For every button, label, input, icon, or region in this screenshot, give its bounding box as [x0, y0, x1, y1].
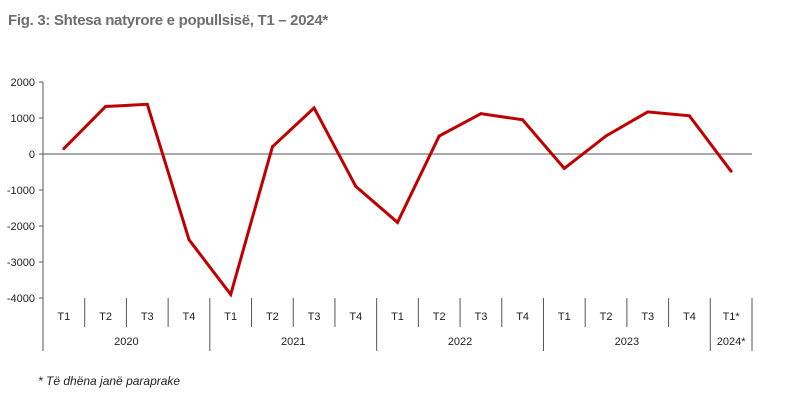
- y-tick-label: -4000: [7, 293, 35, 305]
- series-line: [62, 102, 733, 298]
- data-point: [229, 292, 233, 296]
- x-tick-label: T2: [600, 311, 613, 323]
- x-tick-label: T1: [57, 311, 70, 323]
- x-tick-label: T2: [433, 311, 446, 323]
- data-point: [687, 114, 691, 118]
- data-point: [62, 147, 66, 151]
- x-tick-label: T3: [308, 311, 321, 323]
- y-tick-label: -2000: [7, 221, 35, 233]
- y-tick-label: 1000: [11, 113, 35, 125]
- x-tick-label: T3: [641, 311, 654, 323]
- year-label: 2023: [615, 336, 639, 348]
- year-label: 2021: [281, 336, 305, 348]
- data-point: [312, 106, 316, 110]
- data-point: [104, 104, 108, 108]
- data-point: [270, 145, 274, 149]
- year-label: 2022: [448, 336, 472, 348]
- x-tick-label: T3: [141, 311, 154, 323]
- year-label: 2024*: [717, 336, 746, 348]
- x-tick-label: T3: [474, 311, 487, 323]
- y-tick-label: -3000: [7, 257, 35, 269]
- x-tick-label: T2: [266, 311, 279, 323]
- x-tick-label: T2: [99, 311, 112, 323]
- x-tick-label: T4: [516, 311, 529, 323]
- x-tick-label: T1: [224, 311, 237, 323]
- chart-title: Fig. 3: Shtesa natyrore e popullsisë, T1…: [8, 12, 328, 29]
- data-point: [729, 169, 733, 173]
- y-tick-label: 2000: [11, 77, 35, 89]
- data-point: [646, 110, 650, 114]
- footnote: * Të dhëna janë paraprake: [38, 374, 181, 388]
- x-tick-label: T1: [391, 311, 404, 323]
- data-point: [562, 166, 566, 170]
- series-layer: [62, 102, 733, 298]
- data-point: [187, 238, 191, 242]
- y-tick-label: -1000: [7, 185, 35, 197]
- x-tick-label: T4: [683, 311, 696, 323]
- x-tick-label: T1: [558, 311, 571, 323]
- data-point: [521, 118, 525, 122]
- x-tick-label: T4: [183, 311, 196, 323]
- x-tick-label: T4: [349, 311, 362, 323]
- x-tick-label: T1*: [723, 311, 741, 323]
- data-point: [145, 102, 149, 106]
- data-point: [354, 184, 358, 188]
- data-point: [479, 112, 483, 116]
- data-point: [396, 220, 399, 224]
- data-point: [437, 134, 441, 138]
- y-axis: 2000 1000 0 -1000 -2000 -3000 -4000: [7, 77, 44, 305]
- year-label: 2020: [114, 336, 138, 348]
- y-tick-label: 0: [29, 149, 35, 161]
- x-axis: T1 T2 T3 T4 T1 T2 T3 T4 T1 T2 T3 T4 T1 T2 T3 T4 T1* 2020 2…: [42, 153, 753, 351]
- data-point: [604, 134, 608, 138]
